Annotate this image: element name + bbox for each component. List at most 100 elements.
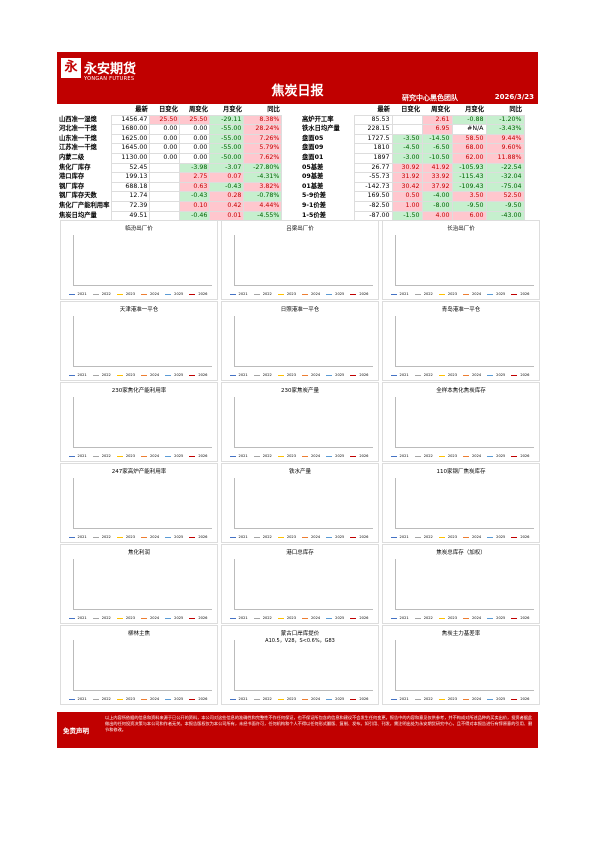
legend-label: 2023 (125, 535, 135, 539)
legend-swatch (511, 293, 518, 295)
row-label: 01基差 (302, 182, 324, 190)
chart-title: 蒙古口岸库提价 (280, 631, 320, 637)
legend-item: 2024 (302, 373, 322, 377)
legend-swatch (390, 698, 397, 700)
legend-label: 2025 (174, 697, 184, 701)
legend-swatch (414, 455, 421, 457)
legend-swatch (511, 374, 518, 376)
legend-swatch (487, 293, 494, 295)
legend-swatch (92, 536, 99, 538)
legend-swatch (141, 374, 147, 376)
chart-title: 焦化利润 (127, 550, 150, 556)
value-cell: -8.00 (421, 200, 453, 212)
legend-swatch (302, 698, 308, 700)
row-label: 盘面01 (302, 153, 324, 161)
legend-swatch (229, 617, 236, 619)
header-cell: 日变化 (158, 106, 178, 113)
legend-label: 2026 (520, 373, 530, 377)
legend-swatch (463, 455, 469, 457)
legend-item: 2022 (414, 454, 435, 458)
header-cell: 最新 (377, 106, 390, 113)
legend-swatch (165, 617, 172, 619)
row-label: 1-5价差 (302, 211, 326, 219)
logo: 永 永安期货 YONGAN FUTURES (61, 56, 143, 86)
legend-label: 2026 (359, 292, 369, 296)
value-cell: 169.50 (353, 191, 393, 202)
legend: 2021 2022 2023 2024 2025 2026 (61, 292, 217, 296)
row-label: 港口库存 (59, 173, 85, 181)
row: 09基差 -55.73 31.92 33.92 -115.43 -32.04 (300, 172, 525, 183)
row-label: 5-9价差 (302, 192, 326, 200)
row: 港口库存 199.13 2.75 0.07 -4.31% (57, 172, 283, 183)
legend-item: 2024 (141, 292, 161, 296)
value-cell: 0.00 (149, 124, 181, 135)
legend-item: 2023 (116, 616, 137, 620)
legend-label: 2026 (520, 454, 530, 458)
legend-label: 2022 (262, 697, 272, 701)
legend-label: 2024 (150, 697, 160, 701)
value-cell: 62.00 (451, 152, 487, 164)
chart-title: 吕梁出厂价 (286, 226, 314, 232)
value-cell: 7.26% (243, 133, 283, 145)
empty-cell (391, 114, 423, 126)
legend-label: 2023 (447, 454, 457, 458)
legend-item: 2026 (189, 292, 209, 296)
value-cell: 3.82% (243, 181, 283, 193)
legend-label: 2022 (423, 616, 433, 620)
legend-swatch (302, 374, 308, 376)
legend-swatch (116, 455, 123, 457)
right-table: 最新 日变化 周变化 月变化 同比 高炉开工率 85.53 2.61 -0.88 -1.20% 铁水… (300, 106, 525, 222)
legend-label: 2022 (101, 292, 111, 296)
legend-item: 2022 (253, 292, 274, 296)
row: 江苏准一干熄 1645.00 0.00 0.00 -55.00 5.79% (57, 143, 283, 154)
chart: 吕梁出厂价 2021 2022 2023 2024 2025 2026 (221, 220, 379, 300)
value-cell: 0.50 (391, 191, 423, 202)
legend-item: 2024 (463, 292, 483, 296)
row-label: 山东准一干熄 (59, 134, 97, 142)
legend-label: 2022 (423, 454, 433, 458)
legend-item: 2025 (326, 535, 346, 539)
chart-title: 天津港准一平仓 (119, 307, 159, 313)
legend-swatch (302, 617, 308, 619)
legend-label: 2023 (286, 454, 296, 458)
legend-item: 2023 (116, 373, 137, 377)
legend-item: 2026 (189, 373, 209, 377)
value-cell: -1.20% (485, 114, 525, 126)
legend-swatch (116, 374, 123, 376)
value-cell: 0.00 (149, 133, 181, 145)
legend-swatch (141, 536, 147, 538)
chart-title: 230家焦化产能利用率 (111, 388, 167, 394)
legend-swatch (92, 455, 99, 457)
legend-label: 2025 (496, 616, 506, 620)
legend-swatch (390, 455, 397, 457)
legend-item: 2024 (302, 616, 322, 620)
row: 焦化厂库存 52.45 -3.98 -3.07 -27.80% (57, 162, 283, 174)
value-cell: 7.62% (243, 152, 283, 164)
value-cell: 0.00 (179, 133, 211, 145)
value-cell: -105.93 (451, 162, 487, 174)
legend-item: 2026 (511, 454, 531, 458)
legend-swatch (165, 455, 172, 457)
row: 盘面09 1810 -4.50 -6.50 68.00 9.60% (300, 143, 525, 154)
footer: 免责声明 以上内容所依据的信息和资料来源于已公开的资料，本公司对这些信息的准确性… (57, 712, 538, 748)
date: 2026/3/23 (494, 93, 534, 101)
legend-swatch (277, 293, 284, 295)
value-cell: 0.00 (179, 124, 211, 135)
legend-label: 2021 (238, 616, 248, 620)
value-cell: -109.43 (451, 181, 487, 193)
header-row: 最新 日变化 周变化 月变化 同比 (300, 106, 524, 115)
plot-area (395, 478, 534, 529)
legend-swatch (390, 617, 397, 619)
legend-item: 2023 (438, 535, 459, 539)
chart: 临汾出厂价 2021 2022 2023 2024 2025 2026 (60, 220, 218, 300)
row-label: 09基差 (302, 173, 324, 181)
plot-area (395, 316, 534, 367)
legend-label: 2022 (101, 616, 111, 620)
legend-swatch (302, 536, 308, 538)
legend: 2021 2022 2023 2024 2025 2026 (383, 616, 539, 620)
legend-label: 2021 (77, 292, 87, 296)
chart-title: 焦炭主力基差率 (441, 631, 481, 637)
chart-title: 230家焦炭产量 (281, 388, 319, 394)
value-cell: 0.00 (149, 143, 181, 154)
legend-label: 2022 (101, 454, 111, 458)
